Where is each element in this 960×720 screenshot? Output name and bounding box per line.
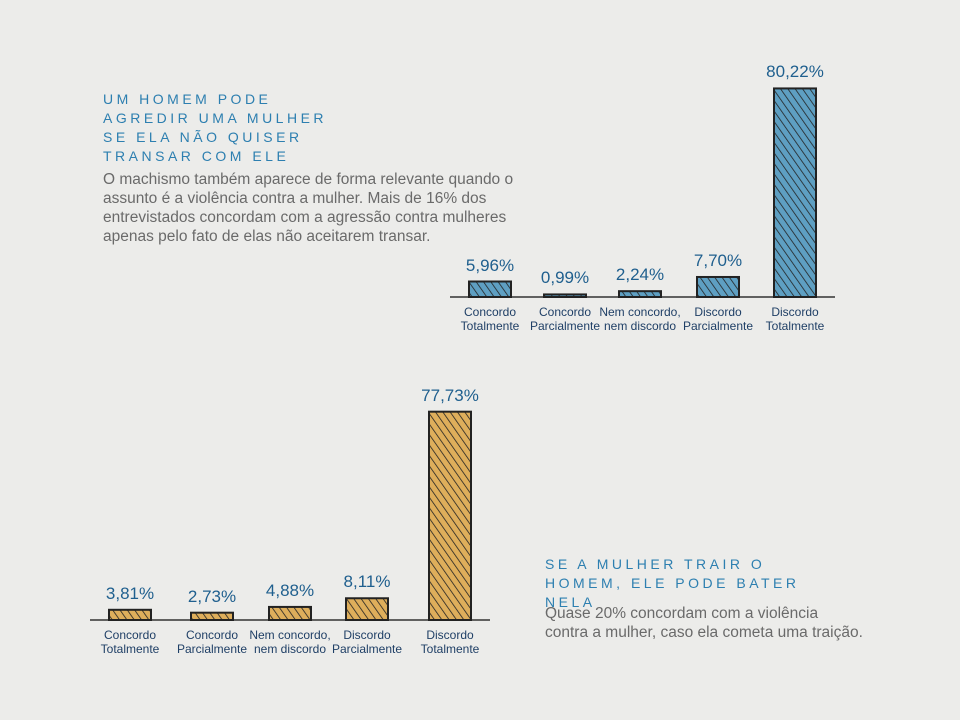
value-label: 2,73%	[187, 586, 237, 606]
bar-hatch	[773, 87, 817, 299]
chart-title: UM HOMEM PODE AGREDIR UMA MULHER SE ELA …	[103, 91, 328, 164]
chart-title: SE A MULHER TRAIR O HOMEM, ELE PODE BATE…	[545, 556, 800, 610]
value-label: 2,24%	[615, 265, 665, 285]
value-label: 4,88%	[265, 580, 315, 600]
category-label: Discordo Parcialmente	[331, 628, 403, 656]
bar-hatch	[108, 608, 152, 621]
category-label: Concordo Parcialmente	[176, 628, 248, 656]
category-label: Concordo Parcialmente	[529, 305, 601, 333]
value-label: 0,99%	[540, 268, 590, 288]
bar-hatch	[345, 597, 389, 621]
value-label: 5,96%	[465, 255, 515, 275]
category-label: Concordo Totalmente	[460, 305, 520, 333]
chart-subtitle: Quase 20% concordam com a violência cont…	[545, 605, 863, 641]
chart-subtitle: O machismo também aparece de forma relev…	[103, 171, 514, 245]
value-label: 77,73%	[421, 385, 479, 405]
category-label: Concordo Totalmente	[100, 628, 160, 656]
value-label: 7,70%	[693, 250, 743, 270]
bar-hatch	[268, 605, 312, 621]
bar-hatch	[190, 611, 234, 621]
value-label: 3,81%	[105, 583, 155, 603]
bar-hatch	[696, 275, 740, 299]
category-label: Discordo Parcialmente	[682, 305, 754, 333]
value-label: 8,11%	[343, 572, 391, 592]
bar-hatch	[468, 280, 512, 298]
category-label: Discordo Totalmente	[765, 305, 825, 333]
value-label: 80,22%	[766, 62, 824, 82]
bar-hatch	[618, 290, 662, 298]
bar-hatch	[543, 293, 587, 298]
category-label: Nem concordo, nem discordo	[599, 305, 681, 333]
category-label: Nem concordo, nem discordo	[249, 628, 331, 656]
category-label: Discordo Totalmente	[420, 628, 480, 656]
bar-hatch	[428, 410, 472, 621]
